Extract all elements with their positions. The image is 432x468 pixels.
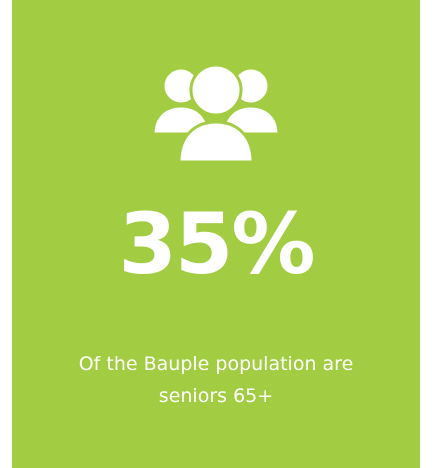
people-group-icon [151, 63, 281, 164]
stat-caption: Of the Bauple population are seniors 65+ [78, 353, 354, 407]
stat-value: 35% [118, 195, 315, 293]
stat-card: 35% Of the Bauple population are seniors… [12, 0, 420, 468]
